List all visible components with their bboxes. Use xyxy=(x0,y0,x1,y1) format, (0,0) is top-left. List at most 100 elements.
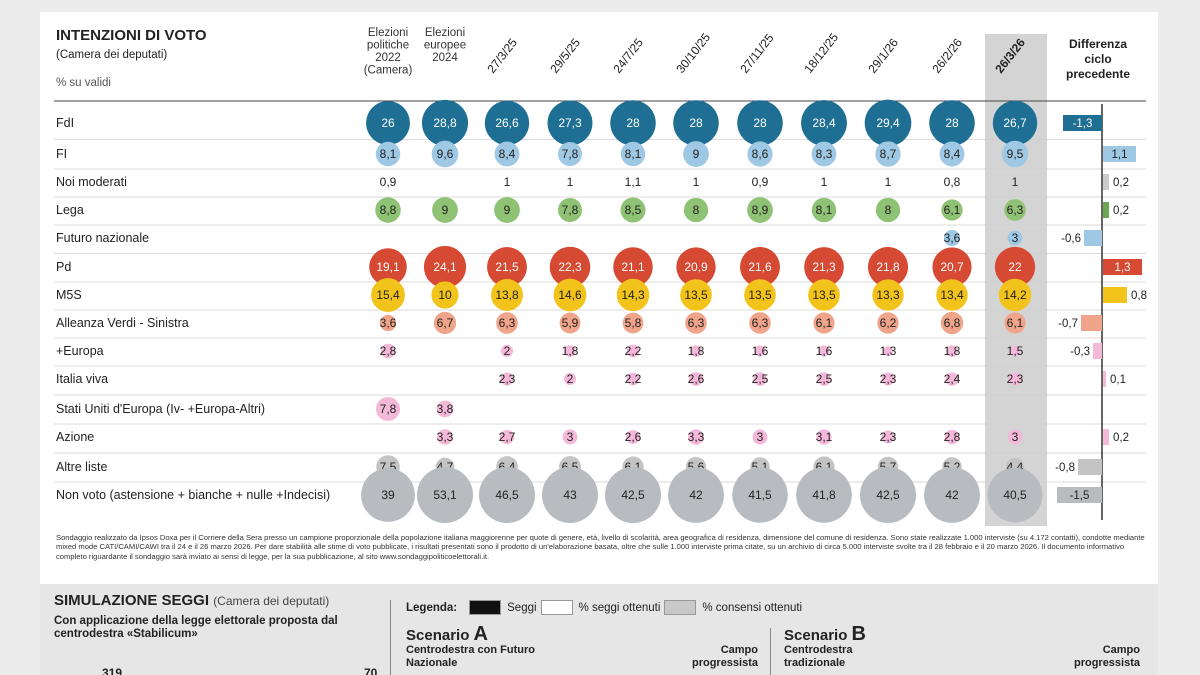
value-label: 13,3 xyxy=(876,288,900,302)
value-label: 2,6 xyxy=(688,372,705,386)
simulation-title-text: SIMULAZIONE SEGGI xyxy=(54,592,210,609)
value-bubble xyxy=(994,246,1036,288)
value-bubble xyxy=(620,197,646,223)
diff-label: 1,3 xyxy=(1115,262,1131,274)
value-bubble xyxy=(998,278,1032,312)
diff-bar xyxy=(1103,429,1109,445)
row-label: Italia viva xyxy=(56,372,108,386)
value-bubble xyxy=(557,141,583,167)
value-bubble xyxy=(740,247,780,287)
value-label: 8 xyxy=(693,203,700,217)
value-bubble xyxy=(804,247,844,287)
value-bubble xyxy=(685,312,707,334)
value-bubble xyxy=(753,372,767,386)
diff-label: -0,6 xyxy=(1061,233,1081,245)
scenario-b-right-coalition: Campo progressista xyxy=(1073,644,1140,669)
value-label: 20,7 xyxy=(940,260,964,274)
value-label: 28 xyxy=(689,116,703,130)
value-bubble xyxy=(547,100,593,146)
value-label: 3 xyxy=(1012,231,1019,245)
value-bubble xyxy=(479,467,535,523)
value-bubble xyxy=(943,229,961,247)
scenario-a-title: Scenario A xyxy=(406,623,488,646)
value-bubble xyxy=(436,400,454,418)
value-label: 8,9 xyxy=(752,203,769,217)
scenario-divider xyxy=(770,628,771,675)
value-bubble xyxy=(683,141,709,167)
value-label: 1,6 xyxy=(752,344,769,358)
value-bubble xyxy=(680,279,712,311)
value-bubble xyxy=(605,467,661,523)
column-header: 2024 xyxy=(432,52,458,64)
value-label: 13,8 xyxy=(495,288,519,302)
diff-label: 0,2 xyxy=(1113,177,1129,189)
value-label: 26 xyxy=(381,116,395,130)
value-bubble xyxy=(754,345,766,357)
value-label: 21,1 xyxy=(621,260,645,274)
row-label: +Europa xyxy=(56,344,104,358)
value-label: 42,5 xyxy=(876,488,900,502)
value-label: 6,1 xyxy=(816,316,833,330)
value-label: 3 xyxy=(1012,430,1019,444)
value-label: 2,5 xyxy=(752,372,769,386)
row-label: Futuro nazionale xyxy=(56,231,149,245)
diff-label: -1,5 xyxy=(1070,490,1090,502)
value-label: 1,8 xyxy=(688,344,705,358)
legend-seat-share: % seggi ottenuti xyxy=(578,601,661,614)
value-label: 2 xyxy=(567,372,574,386)
row-label: Altre liste xyxy=(56,460,107,474)
value-label: 2,6 xyxy=(625,430,642,444)
diff-bar xyxy=(1103,259,1142,275)
value-label: 8,5 xyxy=(625,203,642,217)
value-bubble xyxy=(818,345,830,357)
value-bubble xyxy=(924,467,980,523)
value-label: 39 xyxy=(381,488,395,502)
diff-label: 0,2 xyxy=(1113,432,1129,444)
value-bubble xyxy=(883,346,893,356)
value-label: 6,1 xyxy=(1007,316,1024,330)
value-bubble xyxy=(421,99,469,147)
value-bubble xyxy=(936,279,968,311)
value-bubble xyxy=(431,281,459,309)
value-bubble xyxy=(813,312,835,334)
value-label: 46,5 xyxy=(495,488,519,502)
value-label: 20,9 xyxy=(684,260,708,274)
value-bubble xyxy=(361,468,415,522)
diff-label: 0,8 xyxy=(1131,290,1147,302)
value-label: 3,1 xyxy=(816,430,833,444)
seat-simulation-panel: SIMULAZIONE SEGGI (Camera dei deputati) … xyxy=(40,584,1158,675)
poll-table-chart: INTENZIONI DI VOTO (Camera dei deputati)%… xyxy=(54,27,1147,526)
value-bubble xyxy=(877,312,899,334)
value-bubble xyxy=(929,100,975,146)
panel-divider xyxy=(390,600,391,675)
value-label: 6,3 xyxy=(1007,203,1024,217)
value-label: 2,3 xyxy=(880,430,897,444)
value-label: 21,5 xyxy=(495,260,519,274)
row-label: Alleanza Verdi - Sinistra xyxy=(56,316,189,330)
value-label: 28 xyxy=(626,116,640,130)
value-bubble xyxy=(375,396,401,422)
value-label: 8,8 xyxy=(380,203,397,217)
column-header: 29/5/25 xyxy=(547,35,583,75)
value-label: 22,3 xyxy=(558,260,582,274)
value-bubble xyxy=(491,279,523,311)
value-label: 9,5 xyxy=(1007,147,1024,161)
value-label: 19,1 xyxy=(376,260,400,274)
value-bubble xyxy=(431,140,459,168)
row-label: Noi moderati xyxy=(56,175,127,189)
value-bubble xyxy=(423,245,467,289)
value-bubble xyxy=(867,246,909,288)
column-header: politiche xyxy=(367,40,409,52)
value-label: 6,1 xyxy=(944,203,961,217)
legend-vote-share: % consensi ottenuti xyxy=(702,601,803,614)
value-label: 2 xyxy=(504,344,511,358)
value-label: 1 xyxy=(693,175,700,189)
value-label: 0,9 xyxy=(380,175,397,189)
value-label: 13,5 xyxy=(812,288,836,302)
value-bubble xyxy=(494,197,520,223)
value-bubble xyxy=(939,141,965,167)
value-label: 2,8 xyxy=(380,344,397,358)
diff-header: ciclo xyxy=(1084,52,1111,66)
diff-label: -0,3 xyxy=(1070,346,1090,358)
value-label: 2,4 xyxy=(944,372,961,386)
